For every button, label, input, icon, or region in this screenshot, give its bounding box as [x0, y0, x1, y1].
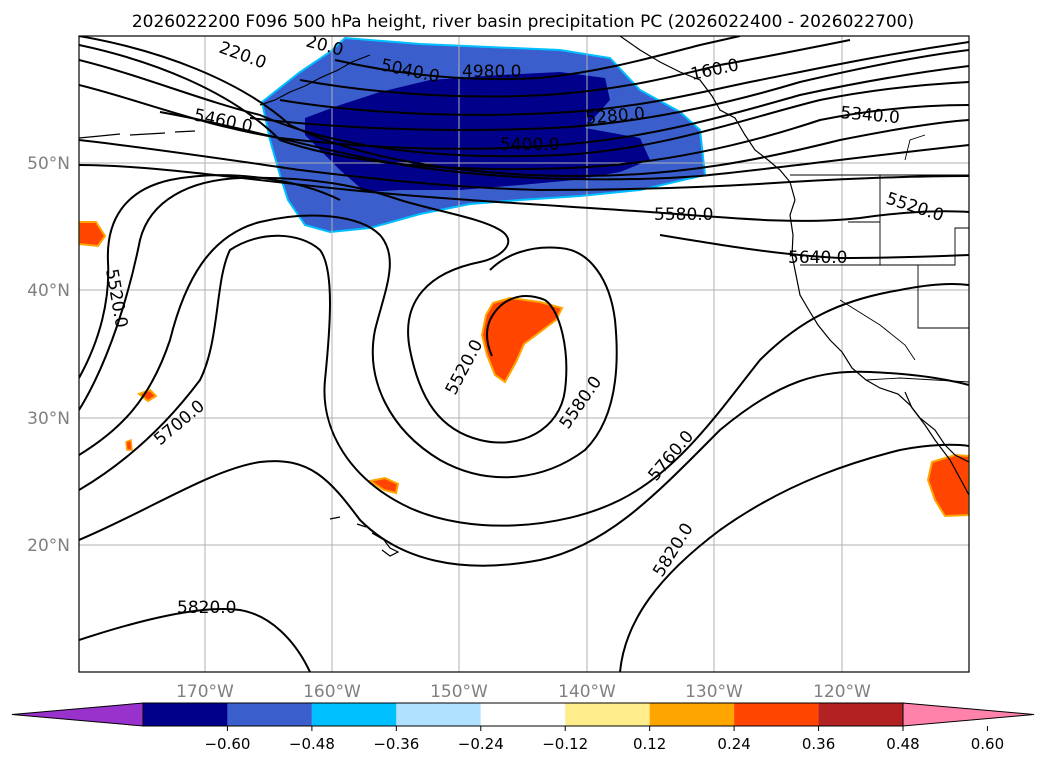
- coastline-baja: [904, 391, 969, 496]
- colorbar-tick-label: −0.24: [458, 735, 504, 753]
- latitude-labels: 50°N 40°N 30°N 20°N: [27, 154, 70, 556]
- colorbar-segment: [227, 703, 312, 726]
- contour-5700: [79, 234, 969, 527]
- lon-label-170w: 170°W: [176, 682, 234, 702]
- coastline-western-edge: [79, 130, 196, 139]
- contour-5640-loop: [79, 214, 618, 479]
- precip-shading: [79, 36, 969, 518]
- colorbar-tick-label: 0.12: [633, 735, 666, 753]
- colorbar-ticks: −0.60 −0.48 −0.36 −0.24 −0.12 0.12 0.24 0.36 0.4…: [204, 726, 1004, 753]
- contour-5820: [79, 608, 311, 672]
- map-panel: 220.0 20.0 5040.0 4980.0 160.0 5460.0 52…: [79, 36, 969, 672]
- longitude-labels: 170°W 160°W 150°W 140°W 130°W 120°W: [176, 682, 871, 702]
- colorbar-segment: [311, 703, 397, 726]
- lon-label-130w: 130°W: [685, 682, 743, 702]
- contour-label: 4980.0: [462, 62, 521, 82]
- contour-5100: [279, 41, 969, 116]
- contour-5640: [659, 234, 969, 260]
- contour-5460: [159, 111, 969, 181]
- lon-label-150w: 150°W: [430, 682, 488, 702]
- colorbar-segment: [480, 703, 566, 726]
- figure-title: 2026022200 F096 500 hPa height, river ba…: [132, 12, 914, 32]
- lat-label-40n: 40°N: [27, 281, 70, 301]
- colorbar-segment: [818, 703, 903, 726]
- colorbar-tick-label: −0.36: [373, 735, 419, 753]
- positive-anomaly-west: [79, 221, 107, 248]
- colorbar: [11, 702, 1035, 727]
- colorbar-segment: [734, 703, 819, 726]
- positive-anomaly-tiny: [125, 438, 133, 451]
- border-states: [800, 134, 969, 361]
- contour-label: 5400.0: [500, 135, 559, 155]
- contour-5160: [249, 49, 969, 131]
- contour-5220: [79, 65, 969, 150]
- contour-5760: [79, 370, 969, 567]
- colorbar-segment: [396, 703, 481, 726]
- colorbar-tick-label: −0.48: [289, 735, 335, 753]
- lon-label-140w: 140°W: [558, 682, 616, 702]
- positive-anomaly-hawaii: [367, 476, 400, 495]
- colorbar-tick-label: −0.60: [204, 735, 250, 753]
- colorbar-tick-label: 0.48: [886, 735, 919, 753]
- contour-5820-east: [619, 443, 969, 672]
- contour-4980: [334, 36, 741, 81]
- lat-label-50n: 50°N: [27, 154, 70, 174]
- colorbar-segment: [649, 703, 735, 726]
- contour-label: 5820.0: [177, 598, 236, 618]
- colorbar-extend-high: [902, 702, 1035, 727]
- lon-label-160w: 160°W: [303, 682, 361, 702]
- positive-anomaly-central: [480, 296, 564, 384]
- lat-label-20n: 20°N: [27, 536, 70, 556]
- map-frame: [78, 35, 970, 673]
- colorbar-tick-label: 0.24: [717, 735, 750, 753]
- contour-5280: [79, 59, 969, 158]
- height-contours: [79, 36, 969, 672]
- contour-5040: [299, 39, 851, 98]
- colorbar-segment: [143, 703, 228, 726]
- contour-5580-central: [79, 176, 568, 444]
- positive-anomaly-baja: [926, 453, 969, 518]
- contour-label: 5640.0: [788, 248, 847, 268]
- lon-label-120w: 120°W: [813, 682, 871, 702]
- contour-5520-north: [79, 139, 969, 192]
- colorbar-segment: [565, 703, 650, 726]
- colorbar-tick-label: 0.36: [802, 735, 835, 753]
- contour-5520-west: [79, 174, 341, 379]
- contour-label: 5580.0: [654, 205, 713, 225]
- colorbar-extend-low: [11, 702, 144, 727]
- colorbar-tick-label: −0.12: [542, 735, 588, 753]
- contour-5400: [79, 36, 969, 178]
- contour-5340: [79, 44, 969, 171]
- coastline-west-coast: [789, 199, 969, 463]
- colorbar-tick-label: 0.60: [971, 735, 1004, 753]
- lat-label-30n: 30°N: [27, 409, 70, 429]
